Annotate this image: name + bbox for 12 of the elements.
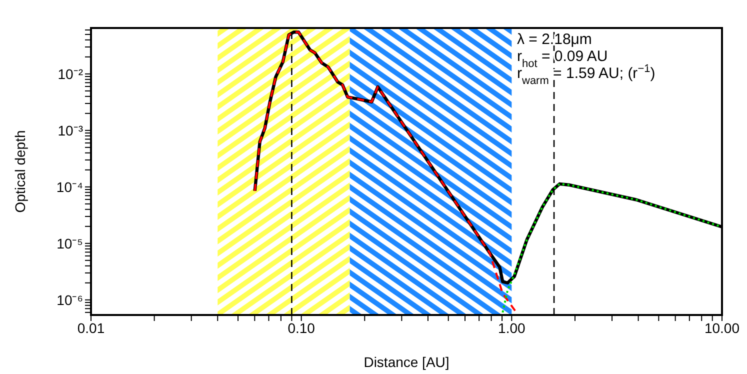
- y-tick-label: 10⁻⁵: [56, 235, 83, 252]
- x-tick-label: 0.10: [288, 320, 316, 336]
- x-tick-label: 1.00: [498, 320, 526, 336]
- y-tick-label: 10⁻⁴: [56, 178, 83, 195]
- y-axis-title: Optical depth: [12, 130, 28, 213]
- x-tick-label: 0.01: [77, 320, 105, 336]
- y-tick-label: 10⁻⁶: [56, 292, 83, 308]
- y-tick-label: 10⁻²: [58, 66, 84, 82]
- x-axis-title: Distance [AU]: [364, 354, 450, 370]
- x-tick-label: 10.00: [704, 320, 740, 336]
- annotation: λ = 2.18μm: [517, 31, 592, 48]
- y-tick-label: 10⁻³: [58, 122, 84, 138]
